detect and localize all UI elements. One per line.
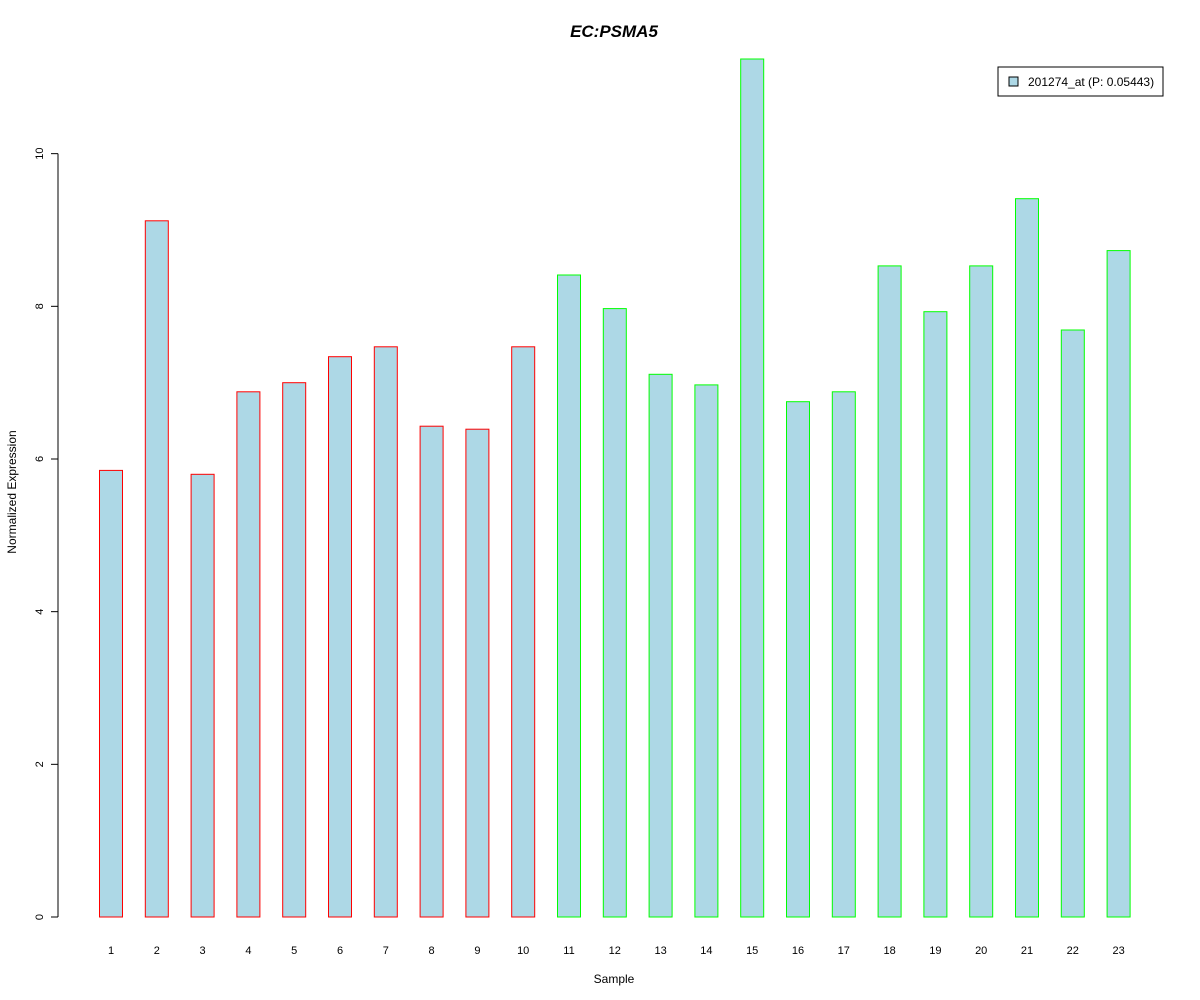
y-tick-label: 6 bbox=[34, 456, 46, 462]
bar bbox=[419, 425, 444, 918]
y-tick-label: 4 bbox=[34, 609, 46, 615]
x-tick-label: 11 bbox=[563, 945, 574, 957]
x-tick-label: 10 bbox=[517, 945, 529, 957]
bar bbox=[144, 220, 169, 918]
x-tick-label: 4 bbox=[245, 945, 251, 957]
x-tick-label: 3 bbox=[200, 945, 206, 957]
x-tick-label: 8 bbox=[429, 945, 435, 957]
bar bbox=[786, 401, 810, 918]
bar bbox=[923, 311, 948, 918]
bar bbox=[648, 373, 673, 918]
bar bbox=[694, 384, 719, 918]
x-tick-label: 9 bbox=[474, 945, 480, 957]
legend-label: 201274_at (P: 0.05443) bbox=[1028, 75, 1154, 89]
legend-box bbox=[997, 66, 1164, 97]
legend: 201274_at (P: 0.05443) bbox=[997, 66, 1164, 97]
bar bbox=[1060, 329, 1085, 918]
x-tick-label: 6 bbox=[337, 945, 343, 957]
bar bbox=[877, 265, 902, 918]
x-tick-label: 12 bbox=[609, 945, 621, 957]
x-axis-label: Sample bbox=[594, 972, 635, 986]
bar bbox=[99, 469, 123, 918]
x-tick-label: 2 bbox=[154, 945, 160, 957]
bar bbox=[1106, 250, 1131, 918]
bar bbox=[190, 473, 215, 918]
bar bbox=[465, 428, 490, 918]
bar bbox=[831, 391, 856, 918]
y-tick-label: 2 bbox=[34, 761, 46, 767]
bar bbox=[236, 391, 261, 918]
x-tick-label: 23 bbox=[1112, 945, 1124, 957]
y-tick-label: 10 bbox=[34, 148, 46, 160]
x-tick-label: 20 bbox=[975, 945, 987, 957]
legend-swatch bbox=[1008, 76, 1019, 87]
x-tick-label: 16 bbox=[792, 945, 804, 957]
bar bbox=[969, 265, 994, 918]
x-tick-labels: 1 2 3 4 5 6 7 8 9 10 11 12 13 14 15 16 17 18 19 20 21 22 23 bbox=[108, 945, 1125, 957]
bar bbox=[373, 346, 398, 918]
bar bbox=[602, 308, 627, 918]
x-tick-label: 17 bbox=[838, 945, 850, 957]
x-tick-label: 18 bbox=[883, 945, 895, 957]
x-tick-label: 15 bbox=[746, 945, 758, 957]
bar bbox=[557, 274, 581, 918]
y-axis: 0 2 4 6 8 10 bbox=[34, 148, 59, 920]
x-tick-label: 5 bbox=[291, 945, 297, 957]
y-tick-label: 0 bbox=[34, 914, 46, 920]
chart-title: EC:PSMA5 bbox=[570, 22, 658, 41]
bars bbox=[99, 58, 1131, 918]
x-tick-label: 22 bbox=[1067, 945, 1079, 957]
x-tick-label: 19 bbox=[929, 945, 941, 957]
x-tick-label: 14 bbox=[700, 945, 712, 957]
y-tick-label: 8 bbox=[34, 303, 46, 309]
bar bbox=[328, 356, 352, 918]
y-axis-label: Normalized Expression bbox=[5, 430, 19, 553]
x-tick-label: 1 bbox=[108, 945, 114, 957]
x-tick-label: 21 bbox=[1021, 945, 1033, 957]
bar bbox=[1015, 198, 1039, 918]
bar bbox=[511, 346, 536, 918]
x-tick-label: 13 bbox=[654, 945, 666, 957]
x-tick-label: 7 bbox=[383, 945, 389, 957]
bar bbox=[740, 58, 765, 918]
bar bbox=[282, 382, 307, 918]
